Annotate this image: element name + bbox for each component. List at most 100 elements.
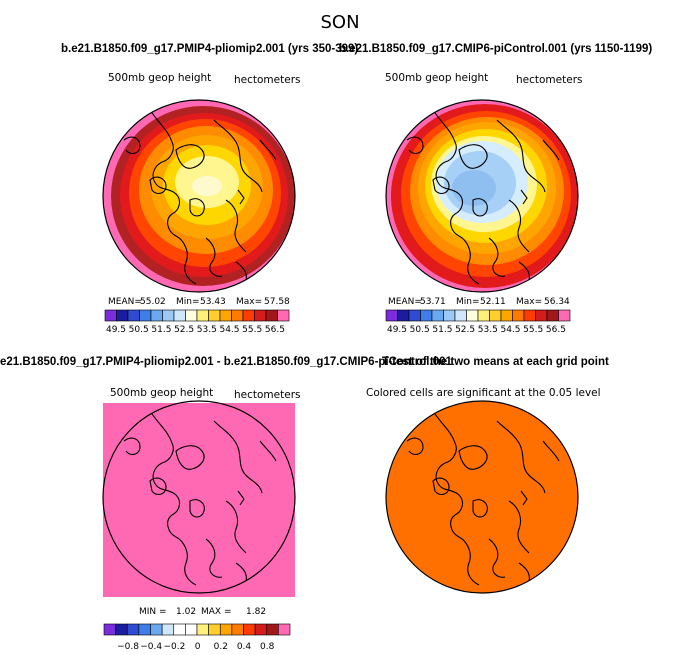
panel2-stats: MEAN= 53.71 Min= 52.11 Max= 56.34 <box>388 297 570 307</box>
colorbar-box <box>397 309 410 322</box>
colorbar-box <box>500 309 513 322</box>
colorbar-tick-label: 55.5 <box>523 325 543 335</box>
colorbar-tick-label: 0.8 <box>260 642 275 652</box>
colorbar-box <box>196 309 209 322</box>
colorbar-box <box>231 309 244 322</box>
significance-map <box>385 400 579 594</box>
colorbar-tick-label: 0.2 <box>214 642 228 652</box>
colorbar-tick-label: 53.5 <box>478 325 498 335</box>
colorbar-tick-label: 51.5 <box>151 325 171 335</box>
diff-colorbar: −0.8 −0.4 −0.2 0 0.2 0.4 0.8 <box>103 623 291 652</box>
mean-label: MEAN= <box>108 297 142 307</box>
min-value: 52.11 <box>480 297 506 307</box>
panel1-map <box>102 99 296 293</box>
colorbar-box <box>231 623 244 636</box>
colorbar-tick-label: 54.5 <box>219 325 239 335</box>
panel2-colorbar: 49.5 50.5 51.5 52.5 53.5 54.5 55.5 56.5 <box>385 309 571 335</box>
colorbar-box <box>208 309 221 322</box>
colorbar-tick-label: −0.2 <box>163 642 185 652</box>
panel1-colorbar: 49.5 50.5 51.5 52.5 53.5 54.5 55.5 56.5 <box>104 309 290 335</box>
colorbar-box <box>454 309 467 322</box>
significance-caption: Colored cells are significant at the 0.0… <box>366 387 601 399</box>
colorbar-tick-label: 55.5 <box>242 325 262 335</box>
coastlines <box>406 109 560 285</box>
colorbar-tick-label: 49.5 <box>106 325 126 335</box>
colorbar-tick-label: 52.5 <box>455 325 475 335</box>
colorbar-box <box>477 309 490 322</box>
colorbar-tick-label: 49.5 <box>387 325 407 335</box>
panel1-stats: MEAN= 55.02 Min= 53.43 Max= 57.58 <box>108 297 290 307</box>
colorbar-box <box>265 309 278 322</box>
colorbar-box <box>208 623 221 636</box>
colorbar-box <box>126 623 140 636</box>
mean-label: MEAN= <box>388 297 422 307</box>
colorbar-box <box>254 309 267 322</box>
colorbar-box <box>103 623 116 636</box>
colorbar-box <box>385 309 398 322</box>
colorbar-box <box>254 623 268 636</box>
diff-map <box>102 400 296 597</box>
colorbar-box <box>489 309 502 322</box>
panel2-header: b.e21.B1850.f09_g17.CMIP6-piControl.001 … <box>339 43 652 55</box>
colorbar-tick-label: 56.5 <box>546 325 566 335</box>
significance-field <box>386 401 578 593</box>
panel2-variable: 500mb geop height <box>385 72 488 84</box>
colorbar-tick-label: −0.4 <box>140 642 162 652</box>
map-boundary <box>102 400 296 594</box>
max-label: MAX = <box>201 607 232 617</box>
min-label: Min= <box>176 297 200 307</box>
colorbar-tick-label: −0.8 <box>117 642 139 652</box>
colorbar-box <box>173 623 186 636</box>
colorbar-box <box>535 309 548 322</box>
panel1-header: b.e21.B1850.f09_g17.PMIP4-pliomip2.001 (… <box>61 43 358 55</box>
colorbar-tick-label: 54.5 <box>500 325 520 335</box>
colorbar-box <box>185 623 198 636</box>
colorbar-box <box>523 309 536 322</box>
colorbar-box <box>150 623 163 636</box>
colorbar-tick-label: 53.5 <box>197 325 217 335</box>
colorbar-tick-label: 51.5 <box>432 325 452 335</box>
diff-stats: MIN = 1.02 MAX = 1.82 <box>139 607 266 617</box>
colorbar-tick-label: 50.5 <box>129 325 149 335</box>
colorbar-box <box>138 623 151 636</box>
colorbar-box <box>173 309 186 322</box>
diff-header: e21.B1850.f09_g17.PMIP4-pliomip2.001 - b… <box>0 356 452 368</box>
colorbar-box <box>185 309 198 322</box>
page-title: SON <box>320 12 359 33</box>
panel2-units: hectometers <box>516 74 582 86</box>
colorbar-box <box>104 309 117 322</box>
colorbar-box <box>512 309 525 322</box>
colorbar-box <box>219 309 232 322</box>
colorbar-box <box>242 309 255 322</box>
min-value: 53.43 <box>200 297 226 307</box>
colorbar-box <box>196 623 209 636</box>
colorbar-box <box>161 623 175 636</box>
diff-variable: 500mb geop height <box>110 387 213 399</box>
field-band-skyblue <box>452 170 496 206</box>
min-label: Min= <box>456 297 480 307</box>
colorbar-box <box>150 309 163 322</box>
colorbar-tick-label: 56.5 <box>265 325 285 335</box>
colorbar-box <box>408 309 421 322</box>
max-value: 1.82 <box>246 607 266 617</box>
colorbar-box <box>115 623 128 636</box>
coastlines <box>123 109 277 285</box>
colorbar-box <box>431 309 444 322</box>
colorbar-box <box>162 309 175 322</box>
colorbar-box <box>558 309 571 322</box>
colorbar-tick-label: 52.5 <box>174 325 194 335</box>
panel2-map <box>385 99 579 293</box>
mean-value: 55.02 <box>140 297 166 307</box>
colorbar-box <box>420 309 433 322</box>
colorbar-box <box>466 309 479 322</box>
mean-value: 53.71 <box>420 297 446 307</box>
colorbar-box <box>277 309 290 322</box>
coastlines <box>406 410 560 586</box>
map-boundary <box>385 99 579 293</box>
max-label: Max= <box>236 297 262 307</box>
map-boundary <box>102 99 296 293</box>
colorbar-box <box>443 309 456 322</box>
diff-units: hectometers <box>234 389 300 401</box>
colorbar-box <box>243 623 256 636</box>
